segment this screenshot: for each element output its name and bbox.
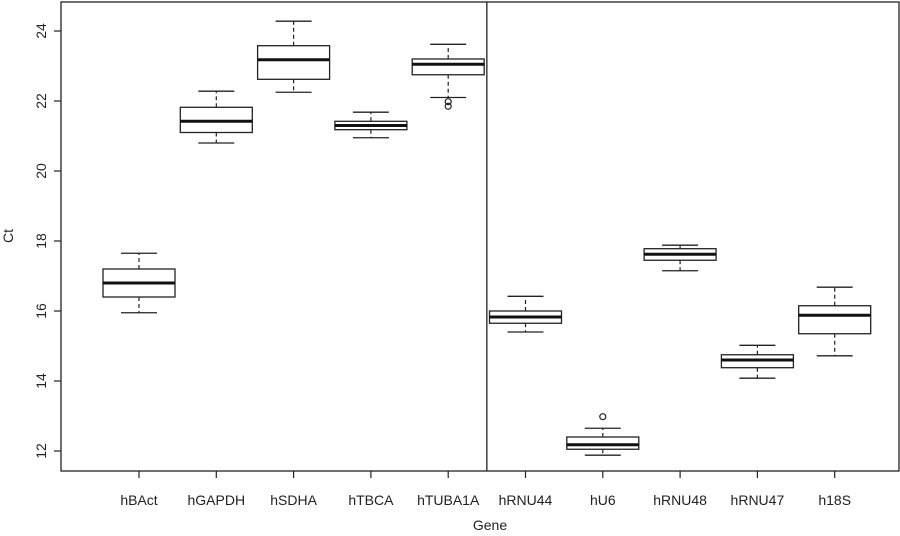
y-tick-label: 18 (33, 233, 49, 249)
box-h18s (798, 286, 872, 357)
box-hu6 (566, 413, 640, 456)
x-tick-label-hsdha: hSDHA (270, 492, 317, 508)
y-axis-title: Ct (0, 229, 16, 243)
x-tick-label-hbact: hBAct (120, 492, 157, 508)
y-axis: 12 14 16 18 20 22 24 (33, 23, 61, 459)
box-hsdha (256, 20, 331, 93)
x-tick-label-hrnu44: hRNU44 (499, 492, 553, 508)
outlier-point (599, 413, 607, 421)
x-axis-title: Gene (473, 517, 507, 533)
x-tick-label-hu6: hU6 (590, 492, 616, 508)
x-tick-label-hrnu47: hRNU47 (731, 492, 785, 508)
x-tick-label-htbca: hTBCA (348, 492, 394, 508)
boxes-group (102, 20, 872, 456)
x-tick-label-htuba1a: hTUBA1A (417, 492, 480, 508)
box-hrnu44 (488, 295, 563, 333)
box-hbact (102, 252, 176, 314)
y-tick-label: 12 (33, 443, 49, 459)
iqr-box (411, 58, 485, 76)
box-hgapdh (179, 90, 253, 144)
plot-frame (60, 1, 900, 472)
x-tick-label-hgapdh: hGAPDH (188, 492, 246, 508)
y-tick-label: 16 (33, 303, 49, 319)
y-tick-label: 22 (33, 93, 49, 109)
outlier-point (444, 102, 452, 110)
box-htbca (334, 111, 408, 139)
box-htuba1a (411, 43, 485, 110)
x-tick-label-h18s: h18S (818, 492, 851, 508)
x-axis: hBAct hGAPDH hSDHA hTBCA hTUBA1A hRNU44 hU6 hRN… (120, 471, 851, 508)
iqr-box (566, 436, 640, 450)
outlier-point (444, 98, 452, 106)
box-hrnu48 (643, 244, 717, 272)
iqr-box (798, 305, 872, 335)
y-tick-label: 14 (33, 373, 49, 389)
x-tick-label-hrnu48: hRNU48 (653, 492, 707, 508)
y-tick-label: 24 (33, 23, 49, 39)
y-tick-label: 20 (33, 163, 49, 179)
iqr-box (256, 45, 331, 80)
box-hrnu47 (720, 344, 795, 379)
plot-area (60, 1, 900, 472)
